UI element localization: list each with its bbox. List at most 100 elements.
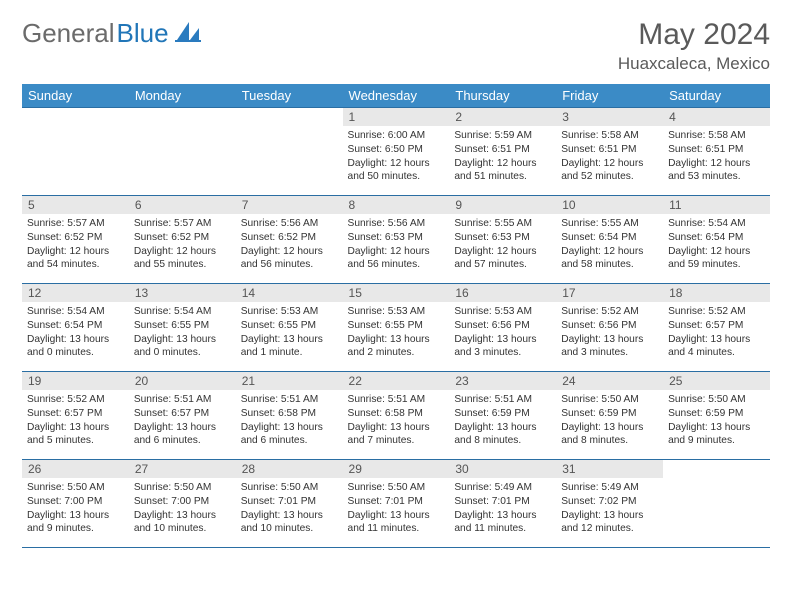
- day-number: 21: [236, 372, 343, 390]
- day-number: 12: [22, 284, 129, 302]
- day-number: 19: [22, 372, 129, 390]
- daylight-line: Daylight: 13 hours and 5 minutes.: [27, 421, 124, 449]
- daylight-line: Daylight: 12 hours and 54 minutes.: [27, 245, 124, 273]
- sunrise-line: Sunrise: 5:58 AM: [561, 129, 658, 143]
- sunset-line: Sunset: 6:54 PM: [27, 319, 124, 333]
- sunrise-line: Sunrise: 5:50 AM: [27, 481, 124, 495]
- sunset-line: Sunset: 7:01 PM: [454, 495, 551, 509]
- sunrise-line: Sunrise: 5:51 AM: [348, 393, 445, 407]
- day-details: Sunrise: 5:59 AMSunset: 6:51 PMDaylight:…: [449, 126, 556, 188]
- sunrise-line: Sunrise: 6:00 AM: [348, 129, 445, 143]
- day-number: 26: [22, 460, 129, 478]
- calendar-day-cell: 10Sunrise: 5:55 AMSunset: 6:54 PMDayligh…: [556, 196, 663, 284]
- sunrise-line: Sunrise: 5:56 AM: [241, 217, 338, 231]
- day-details: Sunrise: 5:49 AMSunset: 7:02 PMDaylight:…: [556, 478, 663, 540]
- sunset-line: Sunset: 6:53 PM: [348, 231, 445, 245]
- calendar-day-cell: 1Sunrise: 6:00 AMSunset: 6:50 PMDaylight…: [343, 108, 450, 196]
- calendar-day-cell: 25Sunrise: 5:50 AMSunset: 6:59 PMDayligh…: [663, 372, 770, 460]
- day-number: 16: [449, 284, 556, 302]
- daylight-line: Daylight: 13 hours and 8 minutes.: [454, 421, 551, 449]
- sunset-line: Sunset: 6:51 PM: [668, 143, 765, 157]
- daylight-line: Daylight: 13 hours and 3 minutes.: [561, 333, 658, 361]
- sunrise-line: Sunrise: 5:53 AM: [241, 305, 338, 319]
- daylight-line: Daylight: 13 hours and 6 minutes.: [134, 421, 231, 449]
- calendar-day-cell: 2Sunrise: 5:59 AMSunset: 6:51 PMDaylight…: [449, 108, 556, 196]
- month-title: May 2024: [618, 18, 770, 52]
- daylight-line: Daylight: 12 hours and 52 minutes.: [561, 157, 658, 185]
- day-number: 24: [556, 372, 663, 390]
- daylight-line: Daylight: 13 hours and 0 minutes.: [134, 333, 231, 361]
- sunrise-line: Sunrise: 5:51 AM: [454, 393, 551, 407]
- daylight-line: Daylight: 13 hours and 10 minutes.: [134, 509, 231, 537]
- day-number: 3: [556, 108, 663, 126]
- sunrise-line: Sunrise: 5:50 AM: [668, 393, 765, 407]
- sunset-line: Sunset: 7:02 PM: [561, 495, 658, 509]
- day-number: 9: [449, 196, 556, 214]
- sunset-line: Sunset: 6:57 PM: [27, 407, 124, 421]
- sunrise-line: Sunrise: 5:55 AM: [454, 217, 551, 231]
- sunrise-line: Sunrise: 5:52 AM: [27, 393, 124, 407]
- weekday-header: Thursday: [449, 84, 556, 108]
- brand-part1: General: [22, 18, 115, 49]
- daylight-line: Daylight: 12 hours and 55 minutes.: [134, 245, 231, 273]
- day-details: Sunrise: 5:56 AMSunset: 6:53 PMDaylight:…: [343, 214, 450, 276]
- calendar-day-cell: 18Sunrise: 5:52 AMSunset: 6:57 PMDayligh…: [663, 284, 770, 372]
- calendar-week-row: 5Sunrise: 5:57 AMSunset: 6:52 PMDaylight…: [22, 196, 770, 284]
- calendar-day-cell: 12Sunrise: 5:54 AMSunset: 6:54 PMDayligh…: [22, 284, 129, 372]
- day-details: Sunrise: 5:50 AMSunset: 6:59 PMDaylight:…: [556, 390, 663, 452]
- sunset-line: Sunset: 6:51 PM: [561, 143, 658, 157]
- day-details: Sunrise: 5:54 AMSunset: 6:55 PMDaylight:…: [129, 302, 236, 364]
- sunrise-line: Sunrise: 5:55 AM: [561, 217, 658, 231]
- sunrise-line: Sunrise: 5:50 AM: [561, 393, 658, 407]
- day-number: 15: [343, 284, 450, 302]
- calendar-day-cell: 27Sunrise: 5:50 AMSunset: 7:00 PMDayligh…: [129, 460, 236, 548]
- day-number: 20: [129, 372, 236, 390]
- day-details: Sunrise: 5:53 AMSunset: 6:55 PMDaylight:…: [343, 302, 450, 364]
- calendar-day-cell: 7Sunrise: 5:56 AMSunset: 6:52 PMDaylight…: [236, 196, 343, 284]
- sunrise-line: Sunrise: 5:50 AM: [134, 481, 231, 495]
- day-details: Sunrise: 5:51 AMSunset: 6:57 PMDaylight:…: [129, 390, 236, 452]
- calendar-table: Sunday Monday Tuesday Wednesday Thursday…: [22, 84, 770, 548]
- sunrise-line: Sunrise: 5:49 AM: [454, 481, 551, 495]
- calendar-day-cell: 19 Sunrise: 5:52 AMSunset: 6:57 PMDayligh…: [22, 372, 129, 460]
- daylight-line: Daylight: 13 hours and 3 minutes.: [454, 333, 551, 361]
- calendar-page: GeneralBlue May 2024 Huaxcaleca, Mexico …: [0, 0, 792, 566]
- sunrise-line: Sunrise: 5:49 AM: [561, 481, 658, 495]
- day-number: 14: [236, 284, 343, 302]
- day-details: Sunrise: 5:51 AMSunset: 6:58 PMDaylight:…: [236, 390, 343, 452]
- daylight-line: Daylight: 13 hours and 9 minutes.: [27, 509, 124, 537]
- day-number: 17: [556, 284, 663, 302]
- day-details: Sunrise: 5:55 AMSunset: 6:54 PMDaylight:…: [556, 214, 663, 276]
- day-details: Sunrise: 5:50 AMSunset: 7:00 PMDaylight:…: [22, 478, 129, 540]
- day-number: 25: [663, 372, 770, 390]
- day-details: Sunrise: 5:53 AMSunset: 6:55 PMDaylight:…: [236, 302, 343, 364]
- calendar-day-cell: 3Sunrise: 5:58 AMSunset: 6:51 PMDaylight…: [556, 108, 663, 196]
- title-block: May 2024 Huaxcaleca, Mexico: [618, 18, 770, 74]
- day-number: 29: [343, 460, 450, 478]
- day-number: 22: [343, 372, 450, 390]
- calendar-day-cell: 28Sunrise: 5:50 AMSunset: 7:01 PMDayligh…: [236, 460, 343, 548]
- daylight-line: Daylight: 13 hours and 8 minutes.: [561, 421, 658, 449]
- day-number: 5: [22, 196, 129, 214]
- daylight-line: Daylight: 12 hours and 50 minutes.: [348, 157, 445, 185]
- calendar-week-row: 26Sunrise: 5:50 AMSunset: 7:00 PMDayligh…: [22, 460, 770, 548]
- day-number: 11: [663, 196, 770, 214]
- calendar-day-cell: 9Sunrise: 5:55 AMSunset: 6:53 PMDaylight…: [449, 196, 556, 284]
- calendar-day-cell: 24Sunrise: 5:50 AMSunset: 6:59 PMDayligh…: [556, 372, 663, 460]
- sunset-line: Sunset: 6:57 PM: [134, 407, 231, 421]
- sunrise-line: Sunrise: 5:56 AM: [348, 217, 445, 231]
- calendar-day-cell: 29Sunrise: 5:50 AMSunset: 7:01 PMDayligh…: [343, 460, 450, 548]
- sunrise-line: Sunrise: 5:50 AM: [241, 481, 338, 495]
- day-number: 6: [129, 196, 236, 214]
- day-number: 13: [129, 284, 236, 302]
- sunrise-line: Sunrise: 5:52 AM: [561, 305, 658, 319]
- calendar-day-cell: 23Sunrise: 5:51 AMSunset: 6:59 PMDayligh…: [449, 372, 556, 460]
- day-details: Sunrise: 5:49 AMSunset: 7:01 PMDaylight:…: [449, 478, 556, 540]
- day-details: Sunrise: 5:58 AMSunset: 6:51 PMDaylight:…: [556, 126, 663, 188]
- daylight-line: Daylight: 13 hours and 12 minutes.: [561, 509, 658, 537]
- daylight-line: Daylight: 13 hours and 7 minutes.: [348, 421, 445, 449]
- day-number: 28: [236, 460, 343, 478]
- sunset-line: Sunset: 6:58 PM: [241, 407, 338, 421]
- daylight-line: Daylight: 13 hours and 11 minutes.: [454, 509, 551, 537]
- day-details: Sunrise: 5:52 AMSunset: 6:57 PMDaylight:…: [663, 302, 770, 364]
